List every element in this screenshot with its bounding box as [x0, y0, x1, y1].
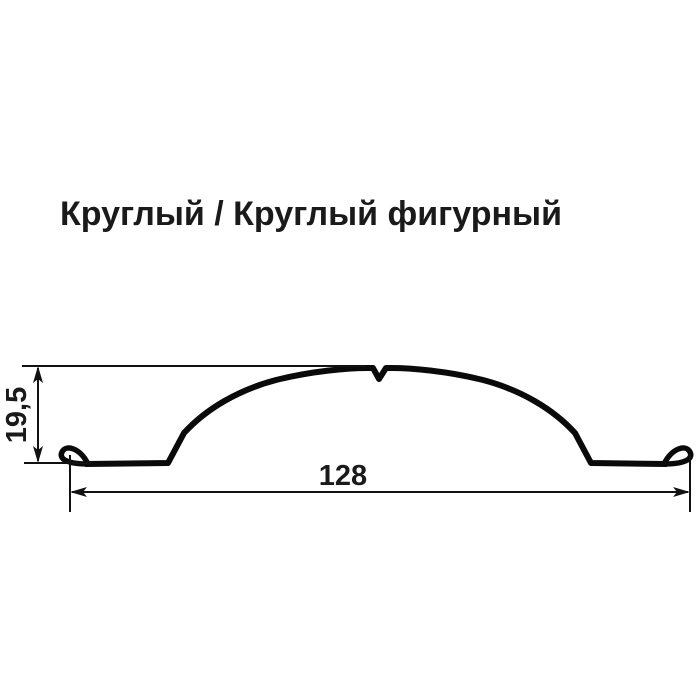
left-edge-hook-icon [58, 445, 91, 467]
width-dimension: 128 [69, 455, 691, 512]
profile-outline [58, 365, 694, 467]
height-arrow-down-icon [33, 446, 43, 463]
width-dimension-label: 128 [319, 460, 367, 492]
width-arrow-left-icon [70, 487, 87, 497]
right-edge-hook-icon [661, 445, 694, 467]
height-dimension-label: 19,5 [1, 387, 33, 443]
page-title: Круглый / Круглый фигурный [60, 195, 562, 233]
height-dimension: 19,5 [1, 365, 366, 464]
width-arrow-right-icon [673, 487, 690, 497]
profile-section-path [83, 365, 669, 467]
height-arrow-up-icon [33, 366, 43, 383]
